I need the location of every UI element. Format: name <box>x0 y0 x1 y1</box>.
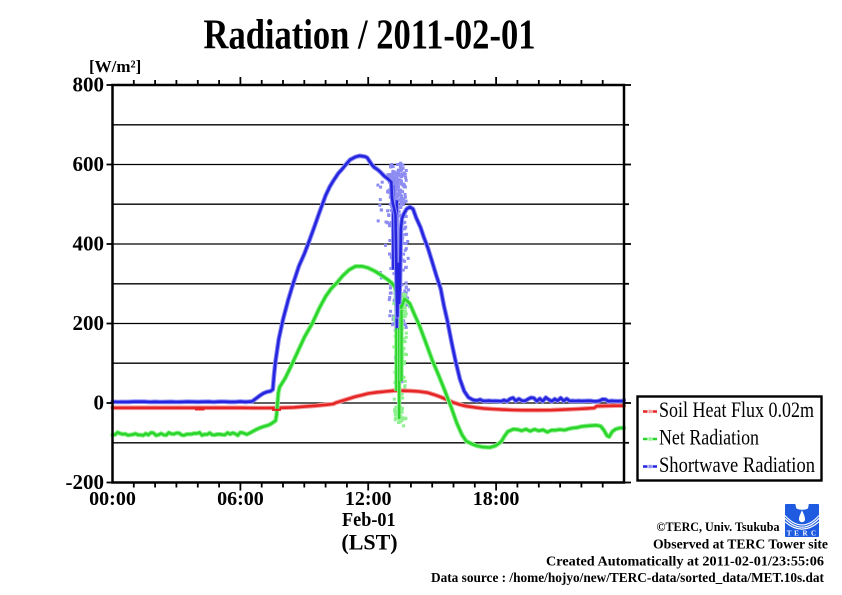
svg-text:T: T <box>787 530 792 538</box>
svg-text:Radiation / 2011-02-01: Radiation / 2011-02-01 <box>204 13 536 59</box>
svg-text:(LST): (LST) <box>341 530 397 555</box>
svg-text:Net Radiation: Net Radiation <box>659 425 759 450</box>
svg-text:00:00: 00:00 <box>89 488 136 510</box>
svg-text:0: 0 <box>94 391 105 415</box>
svg-text:Observed at TERC Tower site: Observed at TERC Tower site <box>653 538 828 553</box>
svg-text:800: 800 <box>73 73 105 97</box>
svg-text:Soil Heat Flux 0.02m: Soil Heat Flux 0.02m <box>659 397 814 422</box>
svg-text:R: R <box>802 530 808 538</box>
svg-text:[W/m²]: [W/m²] <box>89 57 141 76</box>
svg-text:C: C <box>811 530 816 538</box>
svg-text:©TERC, Univ. Tsukuba: ©TERC, Univ. Tsukuba <box>657 519 780 534</box>
svg-text:Created Automatically at 2011-: Created Automatically at 2011-02-01/23:5… <box>546 555 824 570</box>
svg-text:Data source : /home/hojyo/new/: Data source : /home/hojyo/new/TERC-data/… <box>431 571 824 586</box>
svg-text:600: 600 <box>73 152 105 176</box>
svg-text:200: 200 <box>73 311 105 335</box>
svg-text:Feb-01: Feb-01 <box>342 509 396 531</box>
svg-text:-200: -200 <box>66 470 105 494</box>
svg-text:12:00: 12:00 <box>345 488 392 510</box>
svg-text:E: E <box>794 530 799 538</box>
svg-text:400: 400 <box>73 232 105 256</box>
svg-text:06:00: 06:00 <box>217 488 264 510</box>
svg-text:18:00: 18:00 <box>473 488 520 510</box>
svg-text:Shortwave Radiation: Shortwave Radiation <box>659 452 815 477</box>
